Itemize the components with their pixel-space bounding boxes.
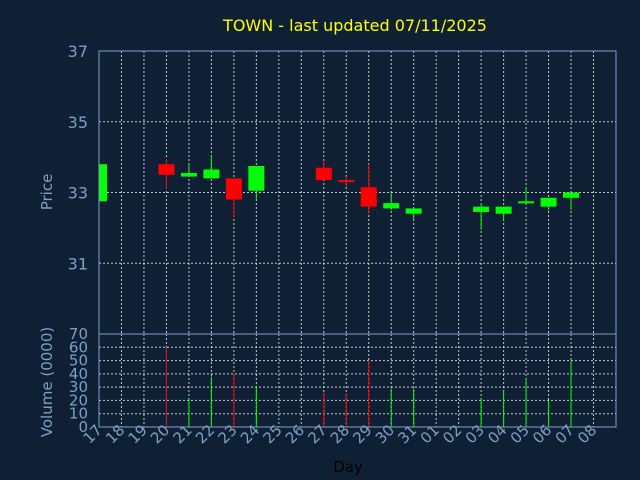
volume-tick-label: 40: [69, 365, 88, 383]
volume-series: [165, 347, 572, 427]
volume-grid: [99, 334, 616, 427]
candle-body: [315, 167, 332, 181]
candle-body: [495, 206, 512, 214]
volume-tick-label: 0: [78, 418, 88, 436]
candle-body: [203, 169, 220, 179]
candle-body: [338, 180, 355, 183]
candlestick-series: [98, 155, 580, 230]
volume-plot-frame: [98, 333, 617, 428]
day-axis-label: Day: [333, 458, 363, 476]
volume-tick-label: 60: [69, 338, 88, 356]
volume-tick-label: 70: [69, 325, 88, 343]
candle-body: [360, 187, 377, 207]
volume-tick-label: 20: [69, 391, 88, 409]
candle-body: [540, 197, 557, 207]
day-tick-label: 08: [574, 421, 600, 447]
candle-body: [158, 164, 175, 175]
price-tick-label: 31: [68, 254, 88, 273]
price-tick-label: 35: [68, 113, 88, 132]
price-grid: [99, 51, 616, 334]
candle-body: [473, 206, 490, 212]
price-tick-label: 37: [68, 42, 88, 61]
volume-tick-label: 10: [69, 405, 88, 423]
candle-body: [99, 164, 107, 202]
volume-tick-label: 50: [69, 352, 88, 370]
candle-body: [248, 165, 265, 191]
volume-tick-label: 30: [69, 378, 88, 396]
chart-title: TOWN - last updated 07/11/2025: [222, 16, 487, 35]
candle-body: [225, 178, 242, 200]
candle-body: [563, 192, 580, 198]
candle-body: [518, 201, 535, 204]
price-axis-ticks: 31 33 35 37: [68, 42, 88, 273]
candle-body: [405, 208, 422, 214]
candle-body: [180, 173, 197, 177]
price-axis-label: Price: [38, 174, 56, 211]
volume-axis-label: Volume (0000): [38, 327, 56, 437]
candle-body: [383, 203, 400, 209]
day-axis-ticks: 1718192021222324252627282930310102030405…: [80, 421, 601, 447]
price-tick-label: 33: [68, 184, 88, 203]
